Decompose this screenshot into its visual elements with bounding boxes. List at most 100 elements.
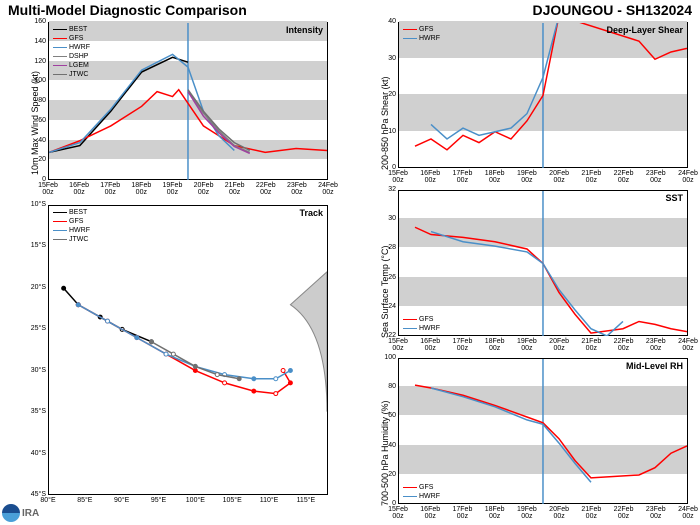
xtick-label: 15Feb00z	[33, 182, 63, 196]
ytick-label: 25°S	[26, 325, 46, 332]
rh-panel: Mid-Level RH GFSHWRF	[398, 358, 688, 504]
ytick-label: 30°S	[26, 367, 46, 374]
sst-title: SST	[665, 193, 683, 203]
xtick-label: 22Feb00z	[609, 506, 639, 520]
xtick-label: 105°E	[217, 497, 247, 504]
ytick-label: 140	[26, 38, 46, 45]
rh-ylabel: 700-500 hPa Humidity (%)	[380, 356, 390, 506]
xtick-label: 24Feb00z	[673, 338, 700, 352]
xtick-label: 17Feb00z	[447, 338, 477, 352]
ytick-label: 30	[376, 55, 396, 62]
ytick-label: 20°S	[26, 284, 46, 291]
xtick-label: 20Feb00z	[544, 170, 574, 184]
xtick-label: 21Feb00z	[576, 170, 606, 184]
ytick-label: 20	[376, 471, 396, 478]
xtick-label: 115°E	[291, 497, 321, 504]
xtick-label: 18Feb00z	[480, 170, 510, 184]
xtick-label: 19Feb00z	[512, 170, 542, 184]
xtick-label: 90°E	[107, 497, 137, 504]
cira-logo: IRA	[2, 503, 62, 523]
logo-text: IRA	[22, 508, 39, 519]
ytick-label: 15°S	[26, 242, 46, 249]
intensity-title: Intensity	[286, 25, 323, 35]
xtick-label: 100°E	[180, 497, 210, 504]
legend-item: GFS	[403, 483, 440, 492]
storm-id: DJOUNGOU - SH132024	[532, 2, 692, 18]
noaa-icon	[2, 504, 20, 522]
xtick-label: 21Feb00z	[576, 338, 606, 352]
xtick-label: 16Feb00z	[415, 338, 445, 352]
track-title: Track	[299, 208, 323, 218]
ytick-label: 40	[376, 18, 396, 25]
rh-title: Mid-Level RH	[626, 361, 683, 371]
ytick-label: 100	[376, 354, 396, 361]
xtick-label: 17Feb00z	[95, 182, 125, 196]
ytick-label: 40°S	[26, 450, 46, 457]
xtick-label: 16Feb00z	[64, 182, 94, 196]
page-title: Multi-Model Diagnostic Comparison	[8, 2, 247, 18]
legend-item: HWRF	[403, 34, 440, 43]
xtick-label: 20Feb00z	[189, 182, 219, 196]
xtick-label: 95°E	[144, 497, 174, 504]
legend-item: HWRF	[403, 492, 440, 501]
xtick-label: 24Feb00z	[673, 170, 700, 184]
legend-item: BEST	[53, 208, 90, 217]
intensity-panel: Intensity BESTGFSHWRFDSHPLGEMJTWC	[48, 22, 328, 180]
xtick-label: 24Feb00z	[313, 182, 343, 196]
track-panel: Track BESTGFSHWRFJTWC	[48, 205, 328, 495]
ytick-label: 28	[376, 244, 396, 251]
ytick-label: 10	[376, 128, 396, 135]
ytick-label: 40	[376, 442, 396, 449]
xtick-label: 23Feb00z	[641, 338, 671, 352]
legend-item: JTWC	[53, 235, 90, 244]
xtick-label: 22Feb00z	[609, 170, 639, 184]
legend-item: GFS	[403, 25, 440, 34]
legend-item: DSHP	[53, 52, 90, 61]
xtick-label: 18Feb00z	[480, 338, 510, 352]
legend-item: HWRF	[403, 324, 440, 333]
ytick-label: 160	[26, 18, 46, 25]
xtick-label: 22Feb00z	[251, 182, 281, 196]
shear-title: Deep-Layer Shear	[606, 25, 683, 35]
xtick-label: 19Feb00z	[157, 182, 187, 196]
xtick-label: 15Feb00z	[383, 170, 413, 184]
ytick-label: 26	[376, 274, 396, 281]
xtick-label: 22Feb00z	[609, 338, 639, 352]
xtick-label: 18Feb00z	[126, 182, 156, 196]
ytick-label: 10°S	[26, 201, 46, 208]
ytick-label: 30	[376, 215, 396, 222]
xtick-label: 17Feb00z	[447, 506, 477, 520]
xtick-label: 110°E	[254, 497, 284, 504]
legend-item: GFS	[53, 34, 90, 43]
ytick-label: 24	[376, 303, 396, 310]
xtick-label: 85°E	[70, 497, 100, 504]
xtick-label: 16Feb00z	[415, 170, 445, 184]
xtick-label: 20Feb00z	[544, 506, 574, 520]
ytick-label: 80	[376, 383, 396, 390]
xtick-label: 16Feb00z	[415, 506, 445, 520]
ytick-label: 60	[26, 117, 46, 124]
sst-panel: SST GFSHWRF	[398, 190, 688, 336]
legend-item: GFS	[53, 217, 90, 226]
xtick-label: 20Feb00z	[544, 338, 574, 352]
legend-item: HWRF	[53, 43, 90, 52]
legend-item: JTWC	[53, 70, 90, 79]
sst-ylabel: Sea Surface Temp (°C)	[380, 188, 390, 338]
ytick-label: 120	[26, 58, 46, 65]
ytick-label: 40	[26, 137, 46, 144]
ytick-label: 20	[26, 156, 46, 163]
xtick-label: 23Feb00z	[641, 170, 671, 184]
ytick-label: 100	[26, 77, 46, 84]
ytick-label: 60	[376, 412, 396, 419]
legend-item: BEST	[53, 25, 90, 34]
xtick-label: 18Feb00z	[480, 506, 510, 520]
legend-item: LGEM	[53, 61, 90, 70]
xtick-label: 15Feb00z	[383, 338, 413, 352]
xtick-label: 21Feb00z	[220, 182, 250, 196]
xtick-label: 17Feb00z	[447, 170, 477, 184]
legend-item: HWRF	[53, 226, 90, 235]
xtick-label: 15Feb00z	[383, 506, 413, 520]
xtick-label: 23Feb00z	[282, 182, 312, 196]
ytick-label: 35°S	[26, 408, 46, 415]
ytick-label: 80	[26, 97, 46, 104]
